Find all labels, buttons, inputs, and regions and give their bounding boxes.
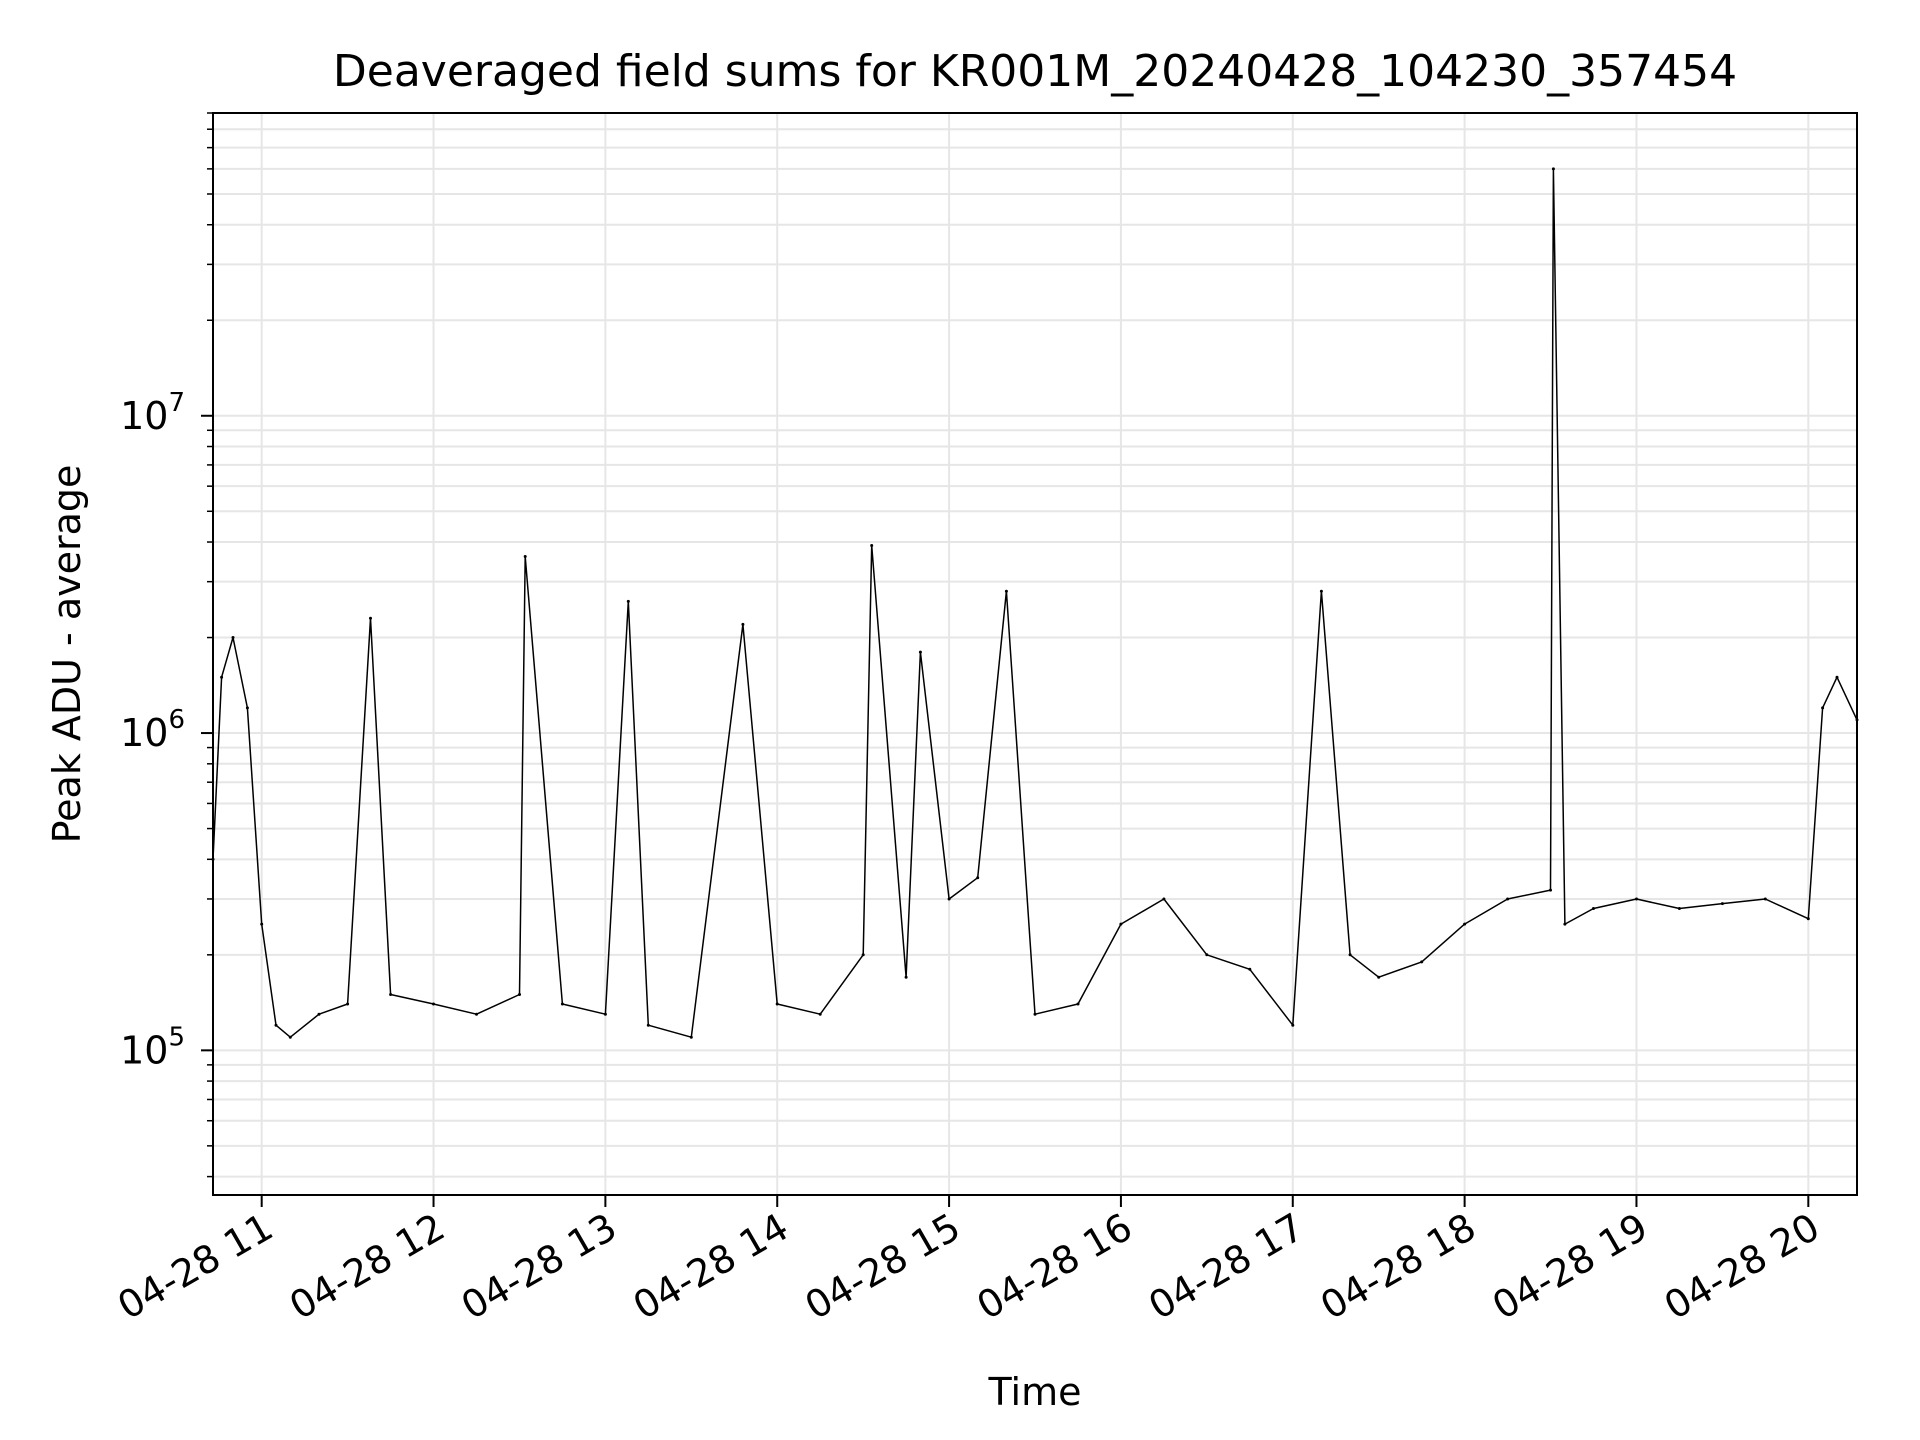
data-point [1549, 888, 1552, 892]
data-point [317, 1012, 321, 1016]
data-point [288, 1035, 292, 1039]
data-point [1821, 706, 1825, 710]
data-point [1506, 897, 1510, 901]
data-point [689, 1035, 693, 1039]
data-point [346, 1002, 350, 1006]
chart-title: Deaveraged field sums for KR001M_2024042… [333, 46, 1737, 97]
plot-frame [212, 112, 1858, 1196]
data-point [861, 953, 865, 957]
data-point [1763, 897, 1767, 901]
data-point [231, 636, 235, 639]
data-point [603, 1012, 607, 1016]
y-axis-label: Peak ADU - average [45, 465, 89, 844]
data-point [976, 876, 980, 880]
data-point [432, 1002, 435, 1006]
data-point [1635, 897, 1638, 901]
y-tick-base: 10 [120, 711, 168, 755]
data-point [1076, 1002, 1080, 1006]
data-point [1205, 953, 1209, 957]
y-tick-exponent: 5 [168, 1022, 185, 1052]
data-point [1319, 589, 1323, 593]
data-point [1162, 897, 1166, 901]
data-point [904, 975, 908, 979]
data-point [245, 706, 249, 710]
y-tick-label: 107 [120, 388, 185, 438]
data-point [1563, 922, 1567, 926]
data-point [560, 1002, 564, 1006]
data-point [646, 1023, 650, 1027]
data-point [947, 897, 951, 901]
data-point [260, 922, 264, 926]
data-point [918, 650, 922, 654]
data-point [1420, 960, 1424, 964]
data-point [1248, 967, 1252, 971]
y-tick-label: 106 [120, 705, 185, 755]
grid [213, 112, 1857, 1195]
data-point [518, 993, 521, 996]
data-point [1551, 167, 1555, 171]
data-point [1463, 922, 1467, 926]
data-point [1291, 1023, 1295, 1027]
data-point [1119, 922, 1123, 926]
data-point [1806, 917, 1810, 921]
data-point [1004, 589, 1008, 593]
y-tick-base: 10 [120, 1028, 168, 1072]
data-point [870, 544, 874, 547]
x-axis-label: Time [988, 1370, 1082, 1414]
data-point [274, 1023, 278, 1027]
data-point [775, 1002, 779, 1006]
data-point [1592, 907, 1595, 910]
data-point [741, 622, 745, 626]
data-point [1377, 975, 1381, 979]
data-point [1835, 675, 1839, 679]
y-tick-label: 105 [120, 1022, 185, 1072]
data-point [1720, 902, 1724, 906]
data-point [523, 555, 527, 558]
data-point [475, 1012, 478, 1016]
y-tick-exponent: 7 [168, 388, 185, 418]
data-point [818, 1012, 822, 1016]
y-tick-base: 10 [120, 394, 168, 438]
data-point [389, 993, 393, 996]
data-point [1348, 953, 1352, 957]
data-point [1677, 907, 1681, 910]
data-point [1033, 1012, 1037, 1016]
data-point [626, 599, 630, 603]
data-point [369, 616, 372, 620]
y-tick-exponent: 6 [168, 705, 185, 735]
data-point [220, 675, 224, 679]
